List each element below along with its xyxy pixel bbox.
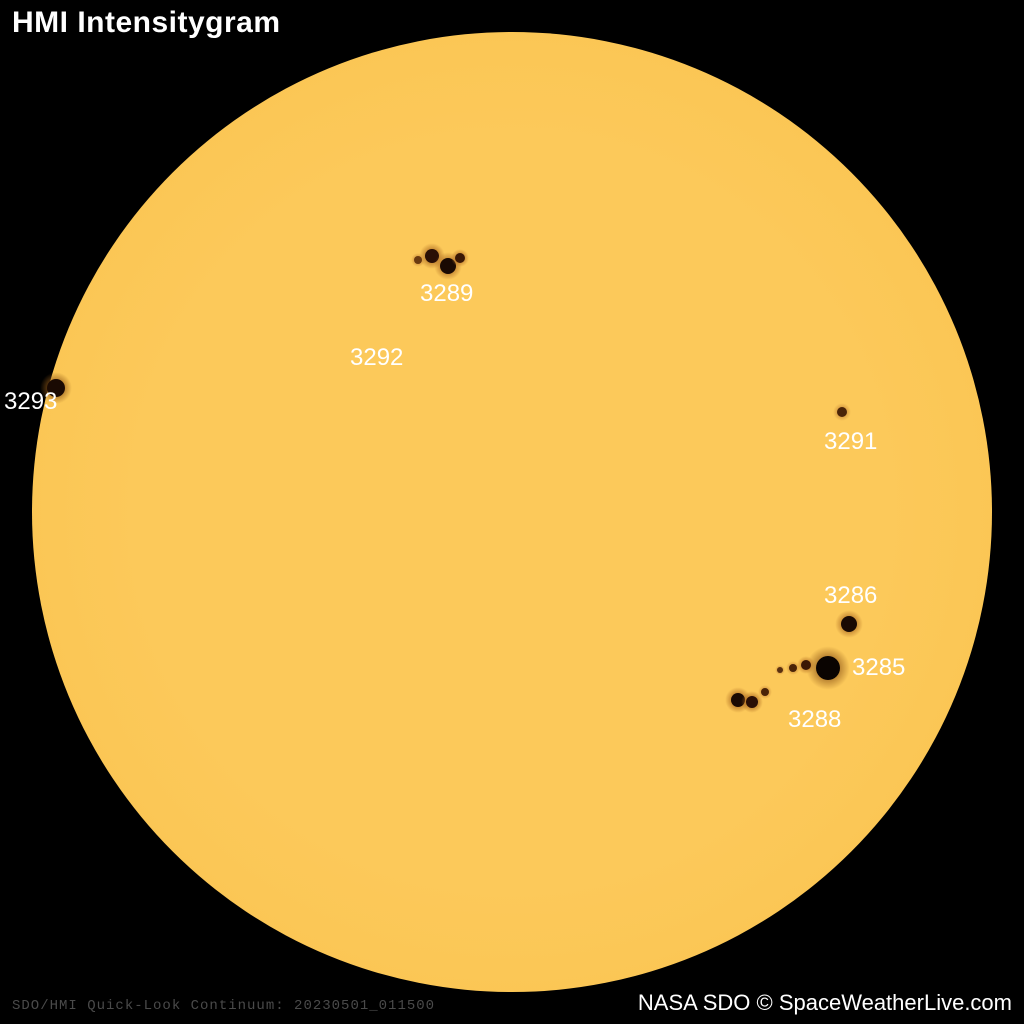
sunspot-umbra [837, 407, 847, 417]
sunspot-label: 3288 [788, 706, 841, 734]
sunspot-umbra [455, 253, 465, 263]
sunspot-umbra [801, 660, 811, 670]
attribution: NASA SDO © SpaceWeatherLive.com [638, 990, 1012, 1016]
timestamp-caption: SDO/HMI Quick-Look Continuum: 20230501_0… [12, 998, 435, 1014]
sunspot-label: 3289 [420, 280, 473, 308]
sunspot-umbra [746, 696, 758, 708]
sunspot-umbra [761, 688, 769, 696]
sunspot-label: 3293 [4, 388, 57, 416]
sun-disc-surface [32, 32, 992, 992]
sunspot-umbra [789, 664, 797, 672]
sunspot-label: 3291 [824, 428, 877, 456]
sunspot-umbra [777, 667, 783, 673]
sunspot-umbra [816, 656, 840, 680]
sunspot-label: 3292 [350, 344, 403, 372]
sunspot-label: 3285 [852, 654, 905, 682]
page-title: HMI Intensitygram [12, 6, 281, 40]
sunspot-umbra [414, 256, 422, 264]
sunspot-label: 3286 [824, 582, 877, 610]
sunspot-umbra [841, 616, 857, 632]
